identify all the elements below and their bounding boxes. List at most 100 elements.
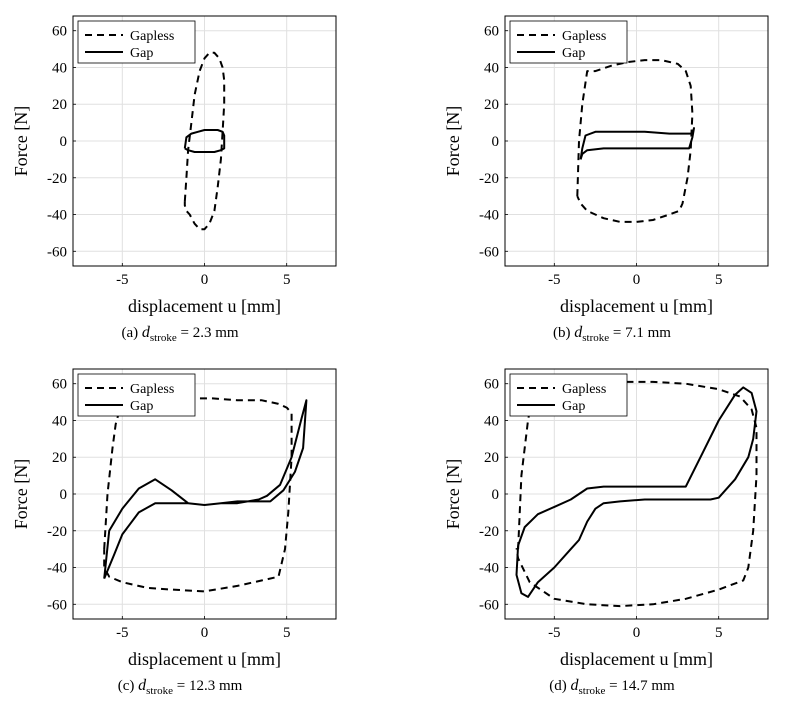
x-tick-label: -5	[548, 625, 561, 641]
caption-symbol: d	[574, 324, 583, 341]
y-tick-label: -20	[47, 524, 67, 540]
panel-c: -5 0 5 -60 -40 -20 0 20 40 60 displacement u [mm] F…	[0, 353, 400, 705]
x-tick-label: 0	[201, 625, 209, 641]
series-line-gap	[579, 127, 695, 160]
caption-tag: (a)	[121, 325, 139, 341]
series-line-gap	[183, 129, 226, 153]
plot-frame	[504, 368, 769, 620]
legend-label-gap: Gap	[562, 46, 585, 61]
x-tick-label: 5	[715, 625, 723, 641]
caption: (a) dstroke = 2.3 mm	[0, 324, 360, 344]
chart-svg: -5 0 5 -60 -40 -20 0 20 40 60 displacement u [mm] F…	[11, 368, 337, 669]
y-tick-label: -60	[479, 597, 499, 613]
x-tick-label: 5	[715, 272, 723, 288]
legend: Gapless Gap	[509, 373, 628, 417]
y-tick-label: 0	[60, 487, 68, 503]
y-tick-label: 20	[484, 450, 499, 466]
y-tick-label: -40	[47, 561, 67, 577]
y-axis-label: Force [N]	[443, 459, 463, 529]
y-tick-label: 40	[484, 60, 499, 76]
caption-tag: (b)	[553, 325, 571, 341]
x-tick-label: 0	[633, 625, 641, 641]
x-axis-label: displacement u [mm]	[560, 296, 713, 316]
caption-value: = 7.1 mm	[612, 325, 671, 341]
legend-label-gapless: Gapless	[130, 382, 174, 397]
y-tick-label: -40	[479, 208, 499, 224]
legend-box	[509, 373, 628, 417]
caption-symbol: d	[570, 677, 579, 694]
y-axis-label: Force [N]	[11, 106, 31, 176]
caption: (c) dstroke = 12.3 mm	[0, 677, 360, 697]
chart-svg: -5 0 5 -60 -40 -20 0 20 40 60 displacement u [mm] F…	[443, 15, 769, 316]
chart-svg: -5 0 5 -60 -40 -20 0 20 40 60 displacement u [mm] F…	[11, 15, 337, 316]
plot-frame	[504, 15, 769, 267]
y-tick-label: -20	[479, 524, 499, 540]
caption-tag: (c)	[117, 678, 135, 694]
panel-d: -5 0 5 -60 -40 -20 0 20 40 60 displacement u [mm] F…	[432, 353, 800, 705]
y-axis-label: Force [N]	[11, 459, 31, 529]
plot-frame	[72, 15, 337, 267]
legend: Gapless Gap	[509, 20, 628, 64]
chart-svg: -5 0 5 -60 -40 -20 0 20 40 60 displacement u [mm] F…	[443, 368, 769, 669]
plot-frame	[72, 368, 337, 620]
y-tick-label: 20	[484, 97, 499, 113]
y-tick-label: -20	[479, 171, 499, 187]
legend-label-gapless: Gapless	[562, 382, 606, 397]
series-line-gap	[103, 399, 308, 579]
legend-box	[509, 20, 628, 64]
y-tick-label: 60	[52, 377, 67, 393]
y-tick-label: 60	[52, 24, 67, 40]
legend-box	[77, 20, 196, 64]
legend-label-gap: Gap	[130, 399, 153, 414]
y-tick-label: -40	[479, 561, 499, 577]
y-tick-label: 60	[484, 24, 499, 40]
y-tick-label: 20	[52, 450, 67, 466]
legend-label-gap: Gap	[130, 46, 153, 61]
caption-tag: (d)	[549, 678, 567, 694]
x-tick-label: 0	[201, 272, 209, 288]
series-line-gapless	[103, 397, 293, 593]
y-tick-label: -20	[47, 171, 67, 187]
series-line-gapless	[576, 59, 694, 223]
legend-label-gapless: Gapless	[562, 29, 606, 44]
caption-value: = 2.3 mm	[180, 325, 239, 341]
caption-sub: stroke	[582, 332, 610, 344]
legend: Gapless Gap	[77, 373, 196, 417]
y-tick-label: 40	[52, 60, 67, 76]
legend-box	[77, 373, 196, 417]
y-axis-label: Force [N]	[443, 106, 463, 176]
x-axis-label: displacement u [mm]	[128, 296, 281, 316]
y-tick-label: 0	[492, 487, 500, 503]
caption-symbol: d	[141, 324, 150, 341]
panel-b: -5 0 5 -60 -40 -20 0 20 40 60 displacement u [mm] F…	[432, 0, 800, 352]
legend: Gapless Gap	[77, 20, 196, 64]
legend-label-gapless: Gapless	[130, 29, 174, 44]
caption: (d) dstroke = 14.7 mm	[432, 677, 792, 697]
y-tick-label: 20	[52, 97, 67, 113]
legend-label-gap: Gap	[562, 399, 585, 414]
caption: (b) dstroke = 7.1 mm	[432, 324, 792, 344]
x-tick-label: -5	[548, 272, 561, 288]
y-tick-label: 40	[52, 413, 67, 429]
x-tick-label: 5	[283, 625, 291, 641]
y-tick-label: 0	[492, 134, 500, 150]
series-line-gapless	[183, 51, 226, 231]
y-tick-label: -60	[47, 597, 67, 613]
x-axis-label: displacement u [mm]	[560, 649, 713, 669]
x-tick-label: 0	[633, 272, 641, 288]
x-tick-label: -5	[116, 625, 129, 641]
x-tick-label: -5	[116, 272, 129, 288]
y-tick-label: 0	[60, 134, 68, 150]
caption-value: = 12.3 mm	[176, 678, 243, 694]
caption-value: = 14.7 mm	[609, 678, 675, 694]
caption-sub: stroke	[149, 332, 177, 344]
y-tick-label: -60	[479, 244, 499, 260]
caption-sub: stroke	[578, 685, 606, 697]
y-tick-label: -60	[47, 244, 67, 260]
series-line-gap	[515, 386, 758, 598]
x-axis-label: displacement u [mm]	[128, 649, 281, 669]
x-tick-label: 5	[283, 272, 291, 288]
panel-a: -5 0 5 -60 -40 -20 0 20 40 60 displacement u [mm] F…	[0, 0, 400, 352]
y-tick-label: 40	[484, 413, 499, 429]
caption-symbol: d	[138, 677, 147, 694]
